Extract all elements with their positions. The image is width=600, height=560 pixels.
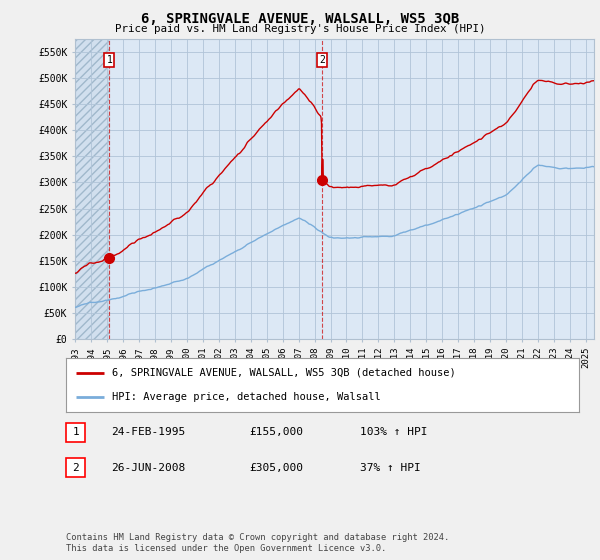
Text: 103% ↑ HPI: 103% ↑ HPI (360, 427, 427, 437)
Text: 1: 1 (106, 55, 112, 65)
Text: HPI: Average price, detached house, Walsall: HPI: Average price, detached house, Wals… (112, 392, 381, 402)
Text: 6, SPRINGVALE AVENUE, WALSALL, WS5 3QB: 6, SPRINGVALE AVENUE, WALSALL, WS5 3QB (141, 12, 459, 26)
Text: 6, SPRINGVALE AVENUE, WALSALL, WS5 3QB (detached house): 6, SPRINGVALE AVENUE, WALSALL, WS5 3QB (… (112, 368, 456, 378)
Text: 26-JUN-2008: 26-JUN-2008 (111, 463, 185, 473)
Bar (75, 39, 109, 339)
Text: £155,000: £155,000 (249, 427, 303, 437)
Text: Price paid vs. HM Land Registry's House Price Index (HPI): Price paid vs. HM Land Registry's House … (115, 24, 485, 34)
Text: 24-FEB-1995: 24-FEB-1995 (111, 427, 185, 437)
Text: 1: 1 (72, 427, 79, 437)
Text: Contains HM Land Registry data © Crown copyright and database right 2024.
This d: Contains HM Land Registry data © Crown c… (66, 533, 449, 553)
Text: £305,000: £305,000 (249, 463, 303, 473)
Text: 37% ↑ HPI: 37% ↑ HPI (360, 463, 421, 473)
Text: 2: 2 (319, 55, 325, 65)
Text: 2: 2 (72, 463, 79, 473)
